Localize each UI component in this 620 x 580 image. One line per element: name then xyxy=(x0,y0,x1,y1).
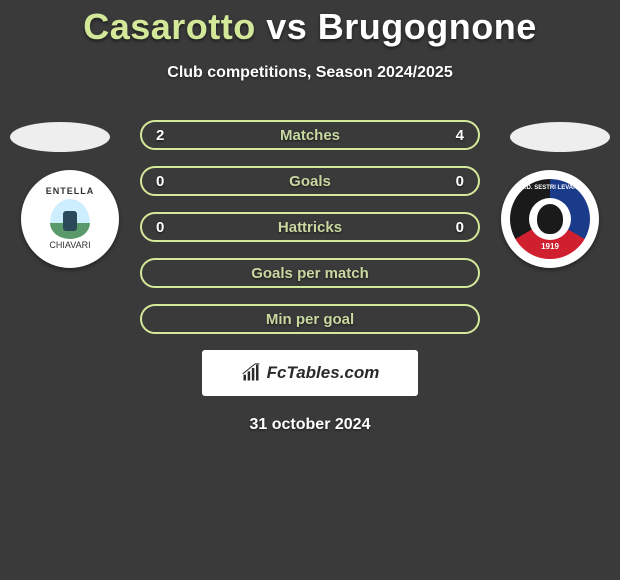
club2-ring-text: U.S.D. SESTRI LEVANTE xyxy=(510,185,590,191)
subtitle: Club competitions, Season 2024/2025 xyxy=(0,64,620,82)
club2-head-icon xyxy=(537,204,563,234)
stat-label: Goals xyxy=(289,173,331,190)
stat-label: Min per goal xyxy=(266,311,354,328)
club2-year: 1919 xyxy=(510,242,590,251)
player1-club-badge: ENTELLA CHIAVARI xyxy=(21,170,119,268)
date-label: 31 october 2024 xyxy=(0,416,620,434)
stat-label: Goals per match xyxy=(251,265,369,282)
player2-avatar-placeholder xyxy=(510,122,610,152)
stat-right-value: 0 xyxy=(456,219,464,236)
sestri-badge: U.S.D. SESTRI LEVANTE 1919 xyxy=(510,179,590,259)
stat-rows: 2 Matches 4 0 Goals 0 0 Hattricks 0 Goal… xyxy=(140,120,480,334)
player1-avatar-placeholder xyxy=(10,122,110,152)
stat-row-min-per-goal: Min per goal xyxy=(140,304,480,334)
infographic-container: Casarotto vs Brugognone Club competition… xyxy=(0,0,620,434)
stat-right-value: 4 xyxy=(456,127,464,144)
watermark-badge: FcTables.com xyxy=(202,350,418,396)
title-vs: vs xyxy=(256,6,318,47)
page-title: Casarotto vs Brugognone xyxy=(0,6,620,48)
stat-row-matches: 2 Matches 4 xyxy=(140,120,480,150)
stat-row-hattricks: 0 Hattricks 0 xyxy=(140,212,480,242)
club1-name-top: ENTELLA xyxy=(46,187,95,197)
stat-label: Hattricks xyxy=(278,219,342,236)
stat-row-goals-per-match: Goals per match xyxy=(140,258,480,288)
entella-badge: ENTELLA CHIAVARI xyxy=(46,187,95,251)
stat-right-value: 0 xyxy=(456,173,464,190)
watermark-text: FcTables.com xyxy=(267,363,380,383)
stat-row-goals: 0 Goals 0 xyxy=(140,166,480,196)
title-player2: Brugognone xyxy=(318,6,537,47)
bar-chart-icon xyxy=(241,363,261,383)
player2-club-badge: U.S.D. SESTRI LEVANTE 1919 xyxy=(501,170,599,268)
stat-left-value: 2 xyxy=(156,127,164,144)
body-area: ENTELLA CHIAVARI U.S.D. SESTRI LEVANTE 1… xyxy=(0,120,620,434)
stat-label: Matches xyxy=(280,127,340,144)
club1-name-bottom: CHIAVARI xyxy=(46,241,95,251)
stat-left-value: 0 xyxy=(156,173,164,190)
stat-left-value: 0 xyxy=(156,219,164,236)
title-player1: Casarotto xyxy=(83,6,256,47)
club1-logo-icon xyxy=(50,199,90,239)
